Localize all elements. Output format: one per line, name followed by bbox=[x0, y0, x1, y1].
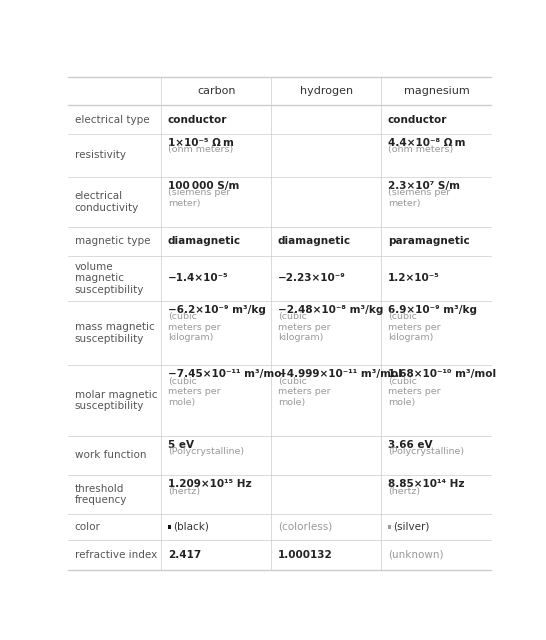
Text: diamagnetic: diamagnetic bbox=[168, 236, 241, 246]
Bar bbox=[388, 525, 391, 529]
Text: (siemens per
meter): (siemens per meter) bbox=[388, 188, 450, 207]
Text: (hertz): (hertz) bbox=[168, 486, 200, 495]
Text: electrical
conductivity: electrical conductivity bbox=[75, 191, 139, 212]
Text: 1×10⁻⁵ Ω m: 1×10⁻⁵ Ω m bbox=[168, 138, 234, 148]
Text: molar magnetic
susceptibility: molar magnetic susceptibility bbox=[75, 390, 157, 412]
Text: diamagnetic: diamagnetic bbox=[278, 236, 351, 246]
Text: (siemens per
meter): (siemens per meter) bbox=[168, 188, 230, 207]
Text: electrical type: electrical type bbox=[75, 115, 149, 125]
Text: 1.68×10⁻¹⁰ m³/mol: 1.68×10⁻¹⁰ m³/mol bbox=[388, 369, 496, 380]
Text: (unknown): (unknown) bbox=[388, 550, 443, 560]
Text: 2.417: 2.417 bbox=[168, 550, 201, 560]
Text: 6.9×10⁻⁹ m³/kg: 6.9×10⁻⁹ m³/kg bbox=[388, 305, 477, 315]
Text: 1.2×10⁻⁵: 1.2×10⁻⁵ bbox=[388, 273, 440, 284]
Text: −1.4×10⁻⁵: −1.4×10⁻⁵ bbox=[168, 273, 228, 284]
Text: conductor: conductor bbox=[388, 115, 447, 125]
Text: resistivity: resistivity bbox=[75, 150, 126, 160]
Text: paramagnetic: paramagnetic bbox=[388, 236, 470, 246]
Text: volume
magnetic
susceptibility: volume magnetic susceptibility bbox=[75, 262, 144, 295]
Text: (cubic
meters per
mole): (cubic meters per mole) bbox=[278, 377, 330, 406]
Text: −2.23×10⁻⁹: −2.23×10⁻⁹ bbox=[278, 273, 346, 284]
Text: refractive index: refractive index bbox=[75, 550, 157, 560]
Text: (hertz): (hertz) bbox=[388, 486, 420, 495]
Text: threshold
frequency: threshold frequency bbox=[75, 484, 127, 505]
Text: mass magnetic
susceptibility: mass magnetic susceptibility bbox=[75, 323, 155, 344]
Text: hydrogen: hydrogen bbox=[300, 86, 353, 96]
Text: 2.3×10⁷ S/m: 2.3×10⁷ S/m bbox=[388, 180, 460, 191]
Text: (ohm meters): (ohm meters) bbox=[388, 145, 453, 154]
Text: 1.000132: 1.000132 bbox=[278, 550, 333, 560]
Text: 4.4×10⁻⁸ Ω m: 4.4×10⁻⁸ Ω m bbox=[388, 138, 465, 148]
Text: magnetic type: magnetic type bbox=[75, 236, 150, 246]
Text: −4.999×10⁻¹¹ m³/mol: −4.999×10⁻¹¹ m³/mol bbox=[278, 369, 402, 380]
Text: −7.45×10⁻¹¹ m³/mol: −7.45×10⁻¹¹ m³/mol bbox=[168, 369, 285, 380]
Text: 3.66 eV: 3.66 eV bbox=[388, 440, 432, 450]
Text: (colorless): (colorless) bbox=[278, 522, 332, 532]
Text: (Polycrystalline): (Polycrystalline) bbox=[388, 447, 464, 456]
Text: 1.209×10¹⁵ Hz: 1.209×10¹⁵ Hz bbox=[168, 479, 251, 489]
Text: 8.85×10¹⁴ Hz: 8.85×10¹⁴ Hz bbox=[388, 479, 464, 489]
Text: (cubic
meters per
kilogram): (cubic meters per kilogram) bbox=[168, 312, 221, 342]
Text: color: color bbox=[75, 522, 100, 532]
Text: −6.2×10⁻⁹ m³/kg: −6.2×10⁻⁹ m³/kg bbox=[168, 305, 265, 315]
Text: 5 eV: 5 eV bbox=[168, 440, 194, 450]
Text: (silver): (silver) bbox=[393, 522, 430, 532]
Text: (cubic
meters per
kilogram): (cubic meters per kilogram) bbox=[388, 312, 441, 342]
Text: (black): (black) bbox=[173, 522, 209, 532]
Text: (cubic
meters per
mole): (cubic meters per mole) bbox=[388, 377, 441, 406]
Text: −2.48×10⁻⁸ m³/kg: −2.48×10⁻⁸ m³/kg bbox=[278, 305, 383, 315]
Bar bbox=[168, 525, 171, 529]
Text: (ohm meters): (ohm meters) bbox=[168, 145, 233, 154]
Text: carbon: carbon bbox=[197, 86, 236, 96]
Text: work function: work function bbox=[75, 451, 146, 460]
Text: (cubic
meters per
kilogram): (cubic meters per kilogram) bbox=[278, 312, 330, 342]
Text: conductor: conductor bbox=[168, 115, 227, 125]
Text: (cubic
meters per
mole): (cubic meters per mole) bbox=[168, 377, 221, 406]
Text: 100 000 S/m: 100 000 S/m bbox=[168, 180, 239, 191]
Text: (Polycrystalline): (Polycrystalline) bbox=[168, 447, 244, 456]
Text: magnesium: magnesium bbox=[403, 86, 469, 96]
